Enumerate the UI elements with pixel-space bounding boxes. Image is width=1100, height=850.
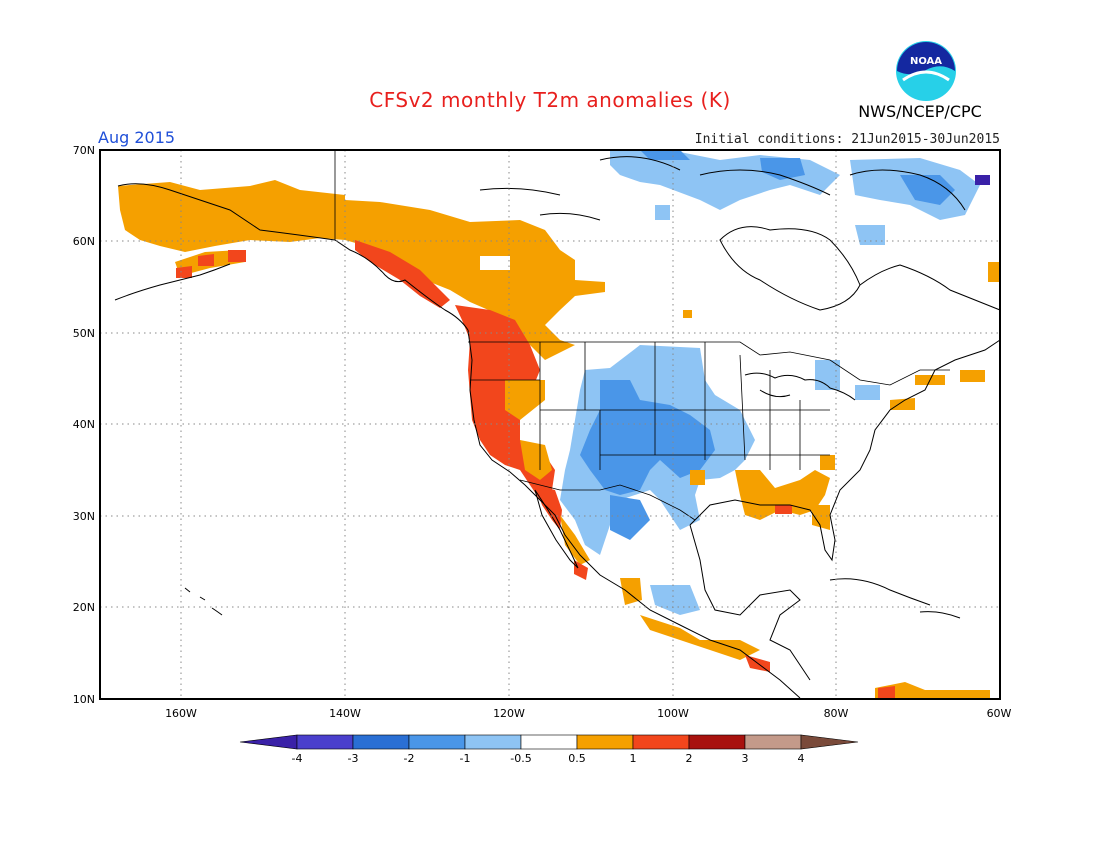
colorbar-label: -4 <box>292 752 303 765</box>
alaska-warm-anomaly <box>118 180 345 252</box>
southeast-warm-anomaly <box>735 470 830 520</box>
colorbar-label: -1 <box>460 752 471 765</box>
noaa-logo: NOAA <box>896 41 956 101</box>
colorbar-swatch <box>744 734 802 750</box>
colorbar-label: 4 <box>798 752 805 765</box>
colorbar-swatch <box>576 734 634 750</box>
colorbar-label: -2 <box>404 752 415 765</box>
lon-label: 80W <box>824 707 849 720</box>
arctic-cool-anomaly <box>610 150 840 210</box>
colorbar-label: 2 <box>686 752 693 765</box>
lon-label: 100W <box>657 707 689 720</box>
state-lines <box>470 342 830 470</box>
coastlines <box>114 156 1001 699</box>
cuba <box>829 578 931 606</box>
colorbar-swatch <box>688 734 746 750</box>
pacific-coast <box>467 329 801 699</box>
labrador-coast <box>859 264 1001 311</box>
colorbar-swatch <box>296 734 354 750</box>
colorbar-swatch <box>632 734 690 750</box>
lon-label: 120W <box>493 707 525 720</box>
map-frame <box>99 149 1001 700</box>
longitude-labels: 160W 140W 120W 100W 80W 60W <box>165 707 1011 720</box>
great-lakes <box>744 372 856 401</box>
agency-label: NWS/NCEP/CPC <box>858 102 982 121</box>
anomaly-field <box>118 150 1000 698</box>
initial-conditions: Initial conditions: 21Jun2015-30Jun2015 <box>694 132 1000 147</box>
western-canada-warm-anomaly <box>345 200 605 360</box>
lat-label: 70N <box>73 144 95 157</box>
colorbar-swatch <box>464 734 522 750</box>
lat-label: 60N <box>73 235 95 248</box>
lon-label: 60W <box>987 707 1012 720</box>
gulf-coast <box>689 524 811 681</box>
forecast-month: Aug 2015 <box>98 128 176 147</box>
colorbar-right-arrow <box>800 734 859 750</box>
hawaii <box>184 587 223 616</box>
lat-label: 50N <box>73 327 95 340</box>
colorbar-label: 0.5 <box>568 752 586 765</box>
colorbar-label: 3 <box>742 752 749 765</box>
colorbar-swatch <box>352 734 410 750</box>
us-mexico-border <box>519 479 696 521</box>
colorbar-swatch <box>408 734 466 750</box>
latitude-labels: 70N 60N 50N 40N 30N 20N 10N <box>73 144 95 706</box>
noaa-logo-text: NOAA <box>910 56 942 67</box>
graticule <box>100 150 1000 699</box>
central-us-cool-core <box>580 380 715 495</box>
lat-label: 10N <box>73 693 95 706</box>
colorbar-label: 1 <box>630 752 637 765</box>
us-canada-border <box>468 341 950 386</box>
aleutian-chain <box>114 263 231 301</box>
political-borders <box>334 150 950 521</box>
lon-label: 140W <box>329 707 361 720</box>
us-gulf-coast <box>689 339 1001 562</box>
arctic-islands <box>479 156 966 221</box>
map-title: CFSv2 monthly T2m anomalies (K) <box>369 88 731 112</box>
colorbar-swatch <box>520 734 578 750</box>
lat-label: 40N <box>73 418 95 431</box>
lat-label: 20N <box>73 601 95 614</box>
lon-label: 160W <box>165 707 197 720</box>
lat-label: 30N <box>73 510 95 523</box>
baja-peninsula <box>534 489 579 569</box>
colorbar-label: -0.5 <box>510 752 531 765</box>
alaska-coast <box>117 183 469 331</box>
hudson-bay <box>719 226 861 311</box>
colorbar-label: -3 <box>348 752 359 765</box>
colorbar: -4 -3 -2 -1 -0.5 0.5 1 2 3 4 <box>239 734 859 765</box>
colorbar-left-arrow <box>239 734 298 750</box>
hispaniola <box>919 611 961 619</box>
